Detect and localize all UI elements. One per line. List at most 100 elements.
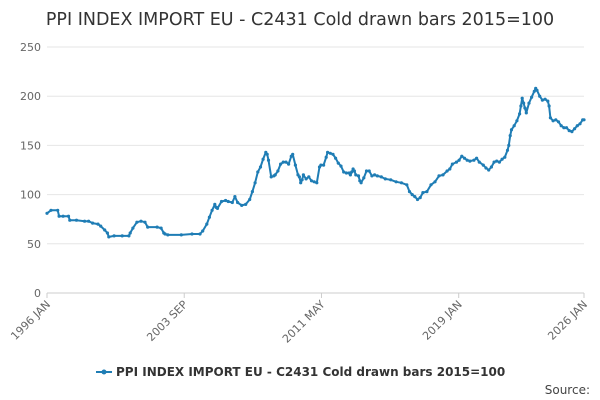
data-point[interactable]	[269, 175, 273, 179]
data-point[interactable]	[394, 180, 398, 184]
data-point[interactable]	[489, 165, 493, 169]
data-point[interactable]	[573, 127, 577, 131]
data-point[interactable]	[515, 119, 519, 123]
data-point[interactable]	[405, 183, 409, 187]
data-point[interactable]	[415, 197, 420, 202]
data-point[interactable]	[68, 218, 72, 222]
data-point[interactable]	[551, 119, 555, 123]
data-point[interactable]	[575, 124, 579, 128]
data-point[interactable]	[74, 218, 79, 222]
data-point[interactable]	[190, 232, 194, 236]
data-point[interactable]	[248, 197, 252, 202]
data-point[interactable]	[410, 193, 414, 197]
data-point[interactable]	[224, 198, 228, 203]
data-point[interactable]	[538, 94, 542, 98]
data-point[interactable]	[564, 126, 569, 130]
data-point[interactable]	[546, 99, 550, 103]
data-point[interactable]	[91, 221, 95, 225]
data-point[interactable]	[520, 96, 524, 100]
data-point[interactable]	[418, 196, 422, 200]
data-point[interactable]	[389, 178, 393, 182]
data-point[interactable]	[128, 231, 132, 235]
data-point[interactable]	[509, 128, 514, 132]
data-point[interactable]	[445, 169, 449, 173]
data-point[interactable]	[293, 163, 297, 167]
data-point[interactable]	[322, 163, 326, 167]
data-point[interactable]	[336, 161, 340, 165]
data-point[interactable]	[87, 219, 91, 223]
data-point[interactable]	[135, 220, 139, 224]
data-point[interactable]	[233, 195, 237, 199]
data-point[interactable]	[312, 180, 316, 184]
data-point[interactable]	[45, 211, 49, 215]
data-point[interactable]	[131, 226, 135, 230]
data-point[interactable]	[540, 98, 545, 102]
data-point[interactable]	[61, 214, 65, 218]
data-point[interactable]	[530, 95, 534, 99]
data-point[interactable]	[495, 159, 499, 163]
data-point[interactable]	[559, 124, 563, 128]
data-point[interactable]	[103, 228, 107, 232]
data-point[interactable]	[462, 156, 467, 160]
data-point[interactable]	[201, 229, 205, 233]
data-point[interactable]	[253, 181, 257, 185]
data-point[interactable]	[240, 203, 244, 207]
data-point[interactable]	[460, 154, 464, 158]
data-point[interactable]	[524, 111, 528, 115]
data-point[interactable]	[508, 134, 512, 138]
data-point[interactable]	[450, 162, 454, 166]
data-point[interactable]	[319, 163, 323, 167]
data-point[interactable]	[279, 162, 283, 166]
data-point[interactable]	[207, 215, 211, 219]
data-point[interactable]	[139, 219, 143, 223]
data-point[interactable]	[244, 202, 248, 206]
data-point[interactable]	[468, 159, 472, 163]
data-point[interactable]	[352, 169, 356, 173]
data-point[interactable]	[107, 235, 111, 239]
data-point[interactable]	[512, 124, 516, 128]
data-point[interactable]	[503, 155, 507, 159]
data-point[interactable]	[250, 190, 254, 194]
data-point[interactable]	[562, 126, 566, 130]
data-point[interactable]	[433, 180, 437, 184]
data-point[interactable]	[301, 173, 305, 177]
data-point[interactable]	[66, 214, 71, 218]
data-point[interactable]	[425, 190, 429, 194]
data-point[interactable]	[477, 160, 481, 164]
data-point[interactable]	[472, 158, 476, 162]
data-point[interactable]	[554, 118, 558, 122]
legend[interactable]: PPI INDEX IMPORT EU - C2431 Cold drawn b…	[96, 365, 505, 379]
data-point[interactable]	[375, 174, 379, 178]
data-point[interactable]	[143, 220, 147, 224]
data-point[interactable]	[198, 232, 202, 236]
data-point[interactable]	[379, 175, 383, 179]
data-point[interactable]	[507, 143, 511, 147]
data-point[interactable]	[407, 190, 412, 194]
data-point[interactable]	[518, 112, 522, 116]
data-point[interactable]	[582, 118, 586, 122]
data-point[interactable]	[356, 174, 361, 178]
data-point[interactable]	[570, 130, 574, 134]
data-point[interactable]	[354, 173, 358, 177]
data-point[interactable]	[120, 234, 124, 238]
data-point[interactable]	[487, 168, 491, 172]
data-point[interactable]	[465, 158, 469, 162]
data-point[interactable]	[230, 200, 234, 205]
data-point[interactable]	[205, 222, 209, 226]
data-point[interactable]	[96, 222, 100, 226]
data-point[interactable]	[383, 177, 387, 181]
data-point[interactable]	[315, 181, 319, 185]
data-point[interactable]	[326, 150, 330, 154]
data-point[interactable]	[578, 122, 582, 126]
data-point[interactable]	[266, 158, 271, 162]
data-point[interactable]	[258, 165, 263, 169]
data-point[interactable]	[500, 157, 504, 161]
data-point[interactable]	[210, 208, 214, 212]
data-point[interactable]	[334, 156, 338, 160]
data-point[interactable]	[284, 160, 288, 164]
data-point[interactable]	[454, 160, 459, 164]
data-point[interactable]	[236, 200, 240, 205]
data-point[interactable]	[348, 173, 352, 177]
data-point[interactable]	[219, 199, 224, 204]
data-point[interactable]	[304, 177, 308, 181]
